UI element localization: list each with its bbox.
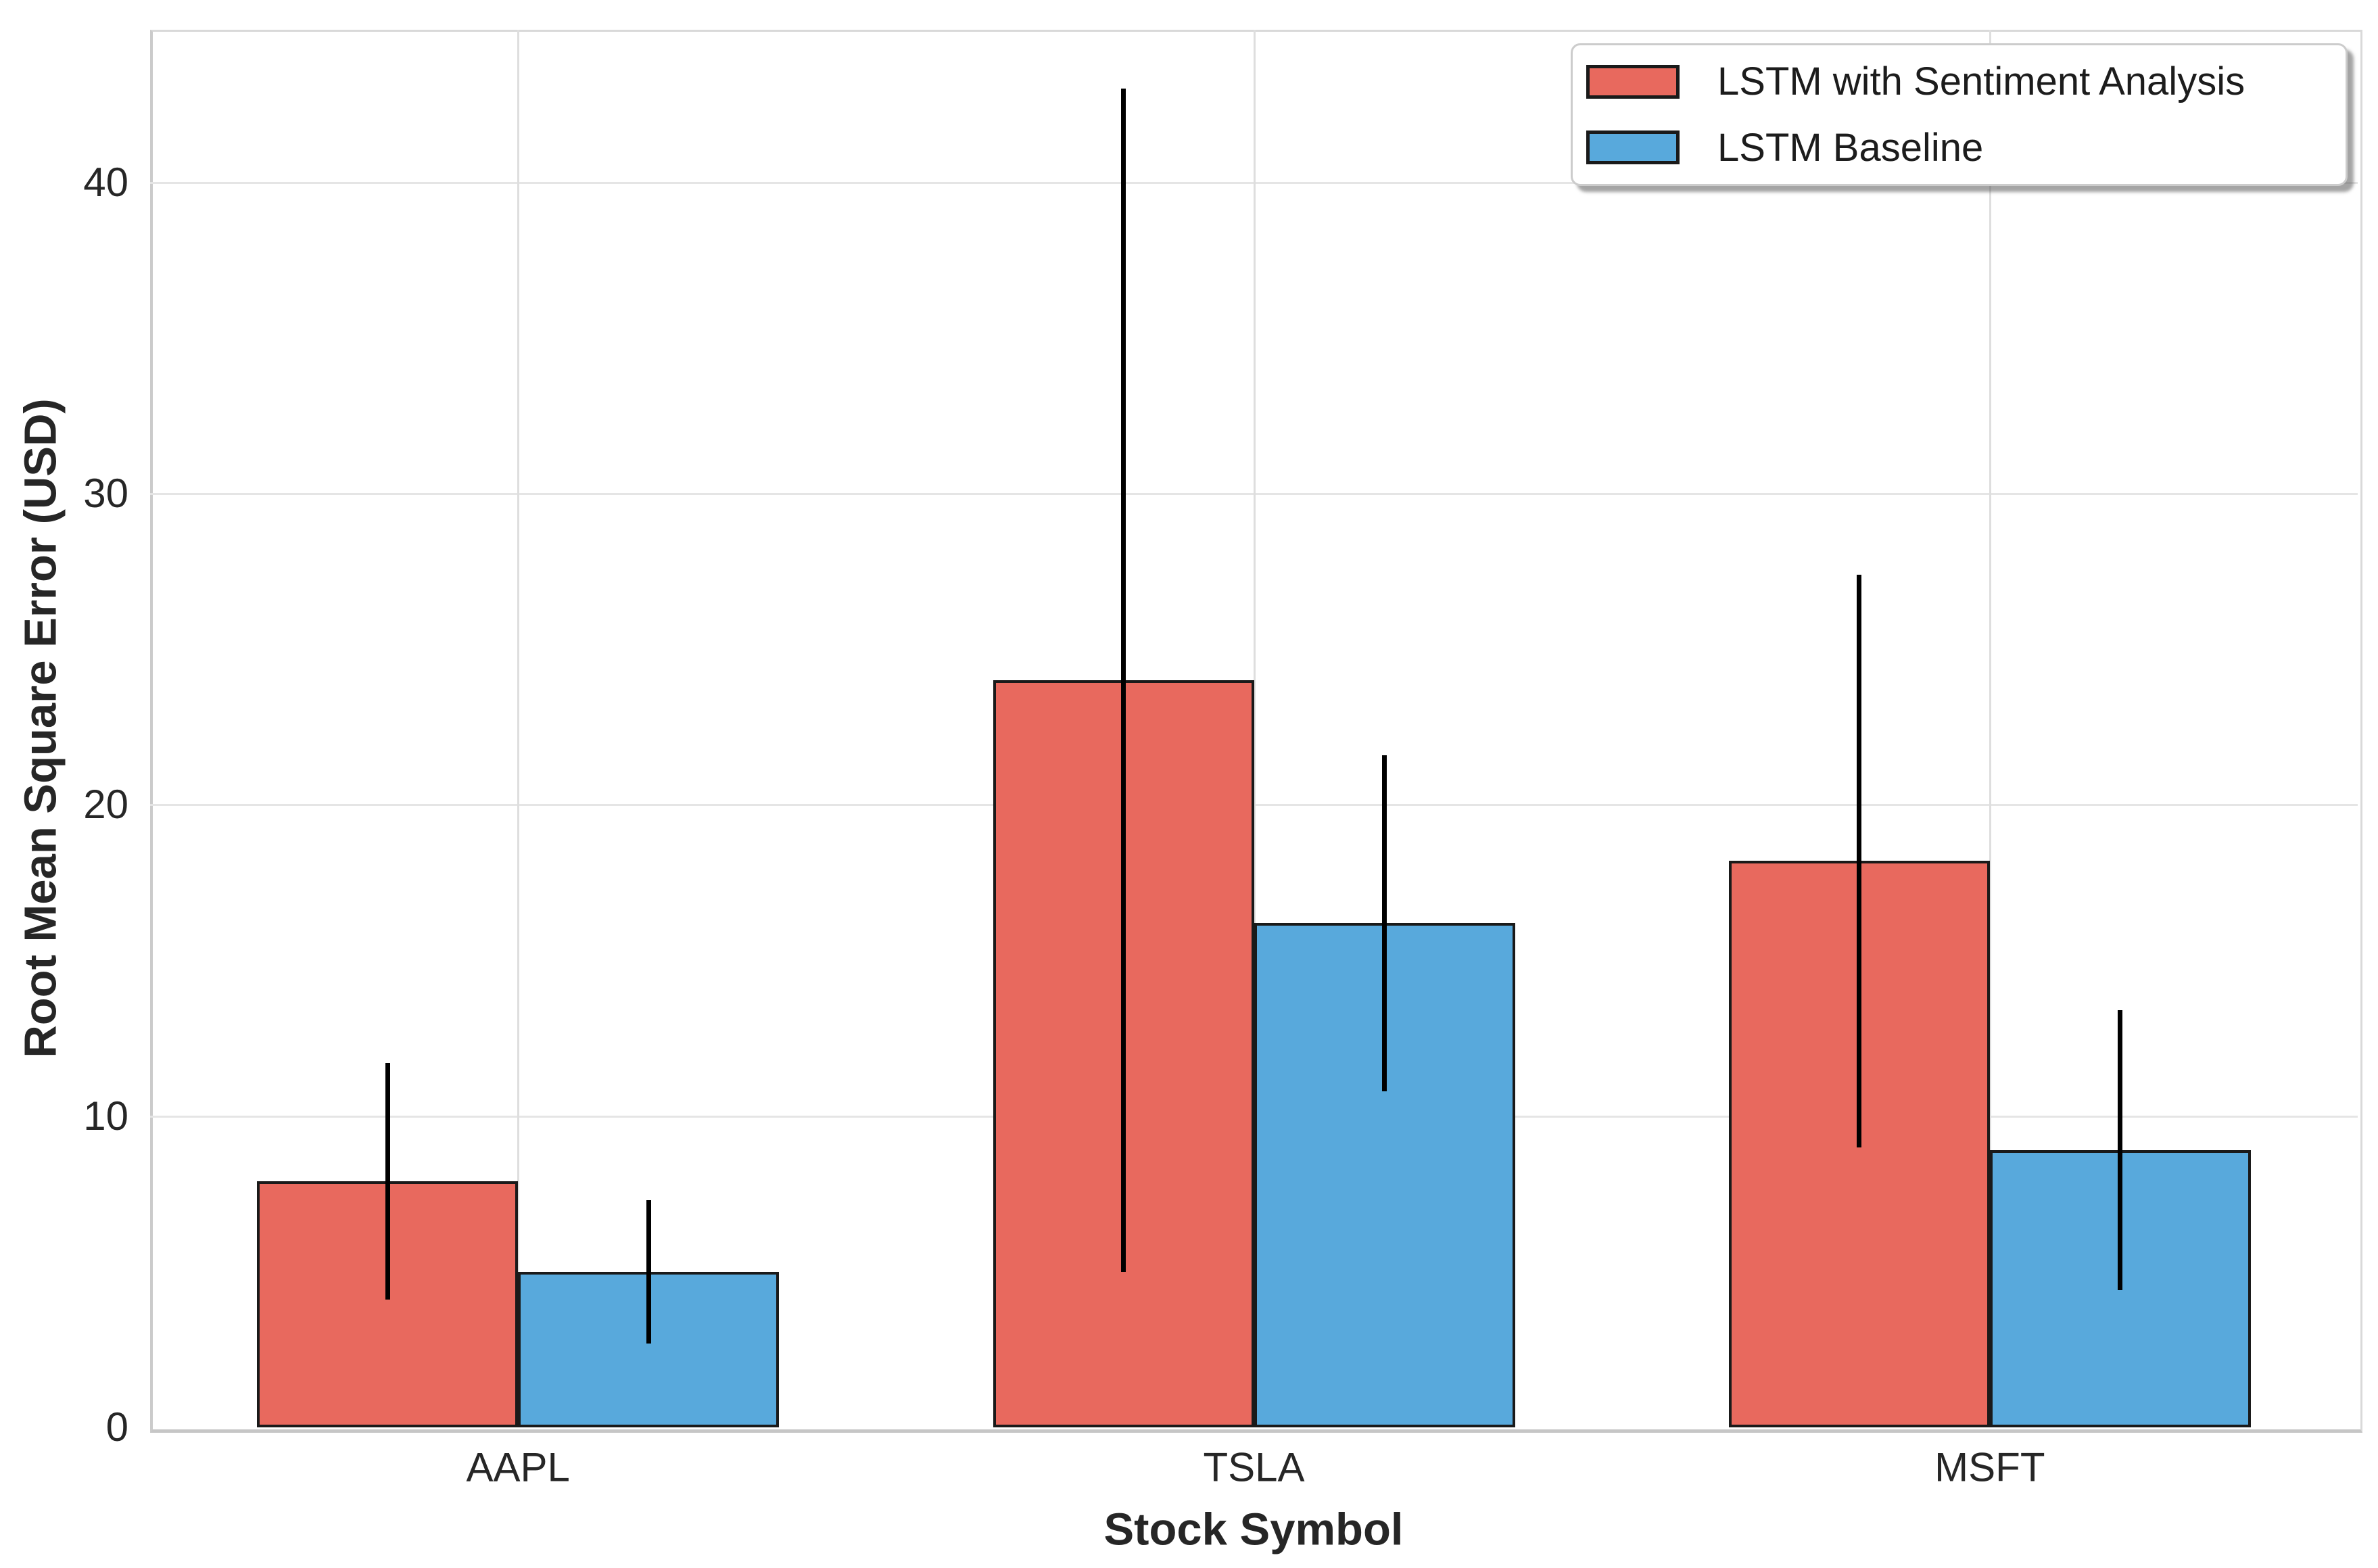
x-axis-label: Stock Symbol [1103, 1504, 1404, 1555]
y-tick-label-10: 10 [83, 1093, 128, 1139]
legend-label-baseline: LSTM Baseline [1717, 125, 1984, 170]
error-bar-AAPL-baseline [646, 1199, 651, 1344]
error-bar-AAPL-sentiment [385, 1063, 390, 1300]
y-tick-label-0: 0 [105, 1404, 128, 1450]
legend-swatch-sentiment [1586, 64, 1680, 99]
legend-label-sentiment: LSTM with Sentiment Analysis [1717, 60, 2245, 104]
error-bar-MSFT-baseline [2118, 1010, 2123, 1291]
error-bar-TSLA-baseline [1382, 755, 1387, 1091]
x-tick-label-AAPL: AAPL [466, 1444, 570, 1490]
legend-swatch-baseline [1586, 130, 1680, 165]
gridline-x-MSFT [1989, 30, 1991, 1427]
error-bar-TSLA-sentiment [1121, 89, 1126, 1272]
y-axis-label: Root Mean Square Error (USD) [15, 398, 66, 1058]
y-tick-label-20: 20 [83, 782, 128, 828]
y-tick-label-30: 30 [83, 470, 128, 516]
legend-item-sentiment: LSTM with Sentiment Analysis [1586, 49, 2332, 115]
x-tick-label-TSLA: TSLA [1203, 1444, 1305, 1490]
x-tick-label-MSFT: MSFT [1934, 1444, 2045, 1490]
gridline-x-AAPL [517, 30, 520, 1427]
gridline-x-TSLA [1253, 30, 1256, 1427]
legend: LSTM with Sentiment Analysis LSTM Baseli… [1571, 43, 2348, 186]
legend-item-baseline: LSTM Baseline [1586, 115, 2332, 181]
error-bar-MSFT-sentiment [1857, 574, 1862, 1147]
y-tick-label-40: 40 [83, 159, 128, 205]
